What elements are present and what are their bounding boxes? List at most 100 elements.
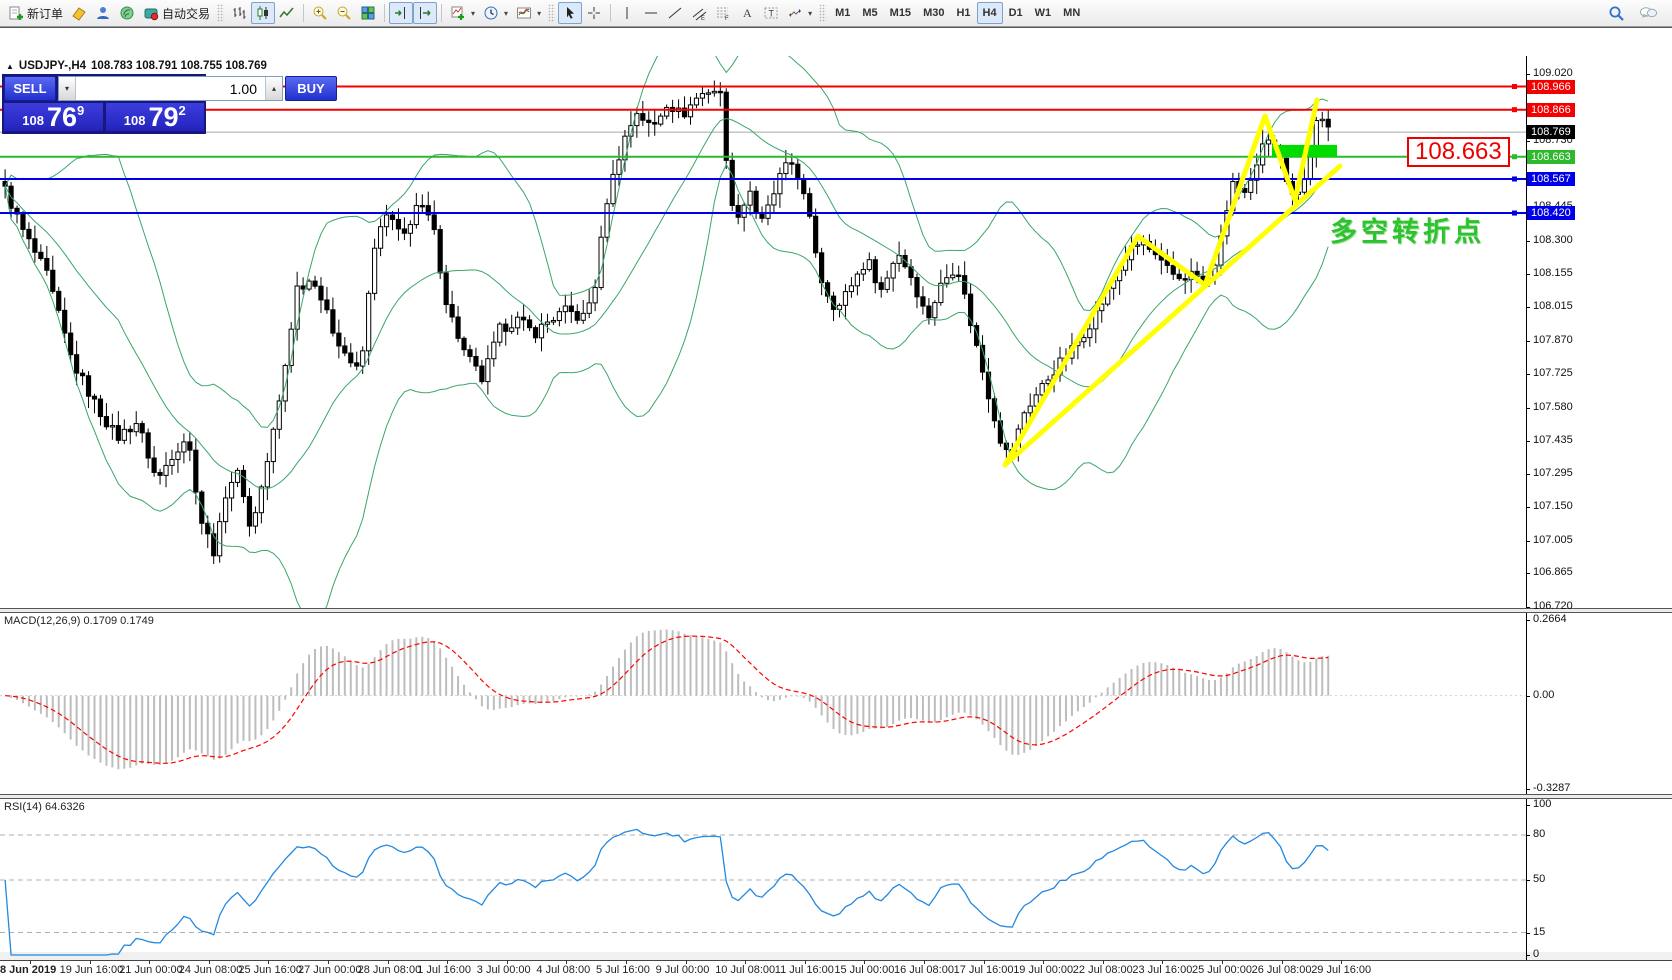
main-chart-canvas[interactable] — [0, 56, 1526, 608]
arrows-button[interactable]: ▾ — [783, 2, 816, 24]
volume-decrease-button[interactable]: ▾ — [59, 77, 76, 100]
candle-bear — [97, 398, 104, 418]
candle-bear — [312, 280, 318, 287]
text-button[interactable]: A — [735, 2, 759, 24]
chat-button[interactable] — [1635, 2, 1662, 24]
candle-bear — [813, 215, 819, 254]
channel-button[interactable]: E — [687, 2, 711, 24]
tf-w1-button[interactable]: W1 — [1029, 2, 1058, 24]
candle-bull — [711, 90, 717, 94]
chart-window[interactable]: 109.020108.730108.445108.300108.155108.0… — [0, 27, 1672, 980]
autotrading-button[interactable]: 自动交易 — [139, 2, 214, 24]
cursor-button[interactable] — [558, 2, 583, 24]
metaeditor-button[interactable] — [67, 2, 91, 24]
dropdown-caret-icon[interactable]: ▾ — [808, 8, 813, 18]
axis-tick — [745, 960, 747, 964]
indicators-button[interactable]: ▾ — [446, 2, 479, 24]
bollinger-lower-band[interactable] — [4, 163, 1329, 608]
price-callout-box[interactable]: 108.663 — [1407, 137, 1510, 167]
volume-input[interactable] — [76, 77, 265, 100]
auto-scroll-button[interactable] — [413, 2, 438, 24]
auto-scroll-icon — [417, 5, 433, 21]
search-button[interactable] — [1604, 2, 1629, 24]
zoom-in-button[interactable] — [308, 2, 332, 24]
new-order-button[interactable]: 新订单 — [4, 2, 67, 24]
line-handle[interactable] — [1512, 210, 1517, 216]
dropdown-caret-icon[interactable]: ▾ — [504, 8, 509, 18]
trendline-button[interactable] — [663, 2, 687, 24]
dropdown-caret-icon[interactable]: ▾ — [537, 8, 542, 18]
candle-bear — [526, 319, 533, 329]
toolbar-group-standard: 新订单 自动交易 — [4, 1, 214, 25]
periods-button[interactable]: ▾ — [479, 2, 512, 24]
candle-bull — [783, 162, 789, 175]
tf-h1-button[interactable]: H1 — [950, 2, 976, 24]
candle-bull — [223, 497, 229, 523]
indicators-icon — [450, 5, 466, 21]
turning-point-annotation[interactable]: 多空转折点 — [1330, 217, 1485, 247]
buy-price-box[interactable]: 108 79 2 — [105, 103, 204, 131]
vertical-line-button[interactable] — [615, 2, 639, 24]
crosshair-button[interactable] — [582, 2, 606, 24]
line-handle[interactable] — [1512, 176, 1517, 182]
chart-collapse-icon[interactable]: ▲ — [6, 61, 14, 71]
toolbar-grip[interactable] — [548, 4, 556, 22]
candlestick-button[interactable] — [251, 2, 276, 24]
candle-bear — [455, 316, 461, 339]
tf-m30-button[interactable]: M30 — [917, 2, 950, 24]
axis-tick — [1526, 540, 1530, 542]
line-chart-button[interactable] — [275, 2, 299, 24]
time-tick-label: 5 Jul 16:00 — [596, 964, 650, 976]
pane-separator[interactable] — [0, 608, 1672, 613]
toolbar-grip[interactable] — [217, 4, 225, 22]
toolbar-grip[interactable] — [819, 4, 827, 22]
horizontal-line-button[interactable] — [639, 2, 663, 24]
line-handle[interactable] — [1512, 107, 1517, 113]
axis-tick — [1526, 407, 1530, 409]
market-button[interactable] — [91, 2, 115, 24]
tf-h1-button-label: H1 — [956, 7, 971, 19]
tf-d1-button[interactable]: D1 — [1003, 2, 1029, 24]
svg-text:T: T — [769, 9, 775, 19]
candle-bear — [1325, 118, 1331, 128]
tf-h4-button[interactable]: H4 — [976, 2, 1003, 24]
axis-tick — [268, 960, 270, 964]
axis-tick — [1043, 960, 1045, 964]
bollinger-upper-band[interactable] — [4, 56, 1329, 428]
candle-bull — [699, 93, 706, 99]
line-handle[interactable] — [1512, 154, 1517, 160]
time-axis[interactable]: 8 Jun 2019 19 Jun 16:00 21 Jun 00:00 24 Jun… — [0, 960, 1672, 980]
label-button[interactable]: T — [759, 2, 783, 24]
zoom-out-button[interactable] — [332, 2, 356, 24]
rsi-line[interactable] — [4, 828, 1329, 956]
community-button[interactable] — [115, 2, 139, 24]
zigzag-trendline[interactable] — [1002, 97, 1320, 468]
sell-price-pip: 9 — [77, 103, 85, 118]
templates-button[interactable]: ▾ — [512, 2, 545, 24]
bollinger-middle-band[interactable] — [4, 117, 1329, 490]
sell-button[interactable]: SELL — [4, 76, 56, 101]
bar-chart-button[interactable] — [227, 2, 251, 24]
support-trendline[interactable] — [1002, 163, 1343, 468]
macd-pane-canvas[interactable] — [0, 612, 1526, 794]
tf-m15-button[interactable]: M15 — [884, 2, 917, 24]
candle-bull — [282, 364, 288, 402]
tf-mn-button[interactable]: MN — [1057, 2, 1086, 24]
rsi-indicator-label: RSI(14) 64.6326 — [4, 801, 85, 813]
fibonacci-button[interactable]: F — [711, 2, 735, 24]
sell-price-box[interactable]: 108 76 9 — [4, 103, 103, 131]
dropdown-caret-icon[interactable]: ▾ — [471, 8, 476, 18]
line-handle[interactable] — [1512, 84, 1517, 90]
chart-shift-button[interactable] — [389, 2, 414, 24]
autotrading-icon — [143, 5, 159, 21]
buy-button[interactable]: BUY — [285, 76, 337, 101]
candle-bull — [705, 92, 711, 95]
tf-m5-button[interactable]: M5 — [856, 2, 883, 24]
tile-windows-button[interactable] — [356, 2, 380, 24]
candle-bear — [449, 304, 455, 318]
tf-m1-button[interactable]: M1 — [829, 2, 856, 24]
toolbar-group-line-studies: E F A T ▾ — [545, 1, 816, 25]
pane-separator[interactable] — [0, 794, 1672, 799]
rsi-pane-canvas[interactable] — [0, 798, 1526, 960]
volume-increase-button[interactable]: ▴ — [265, 77, 282, 100]
